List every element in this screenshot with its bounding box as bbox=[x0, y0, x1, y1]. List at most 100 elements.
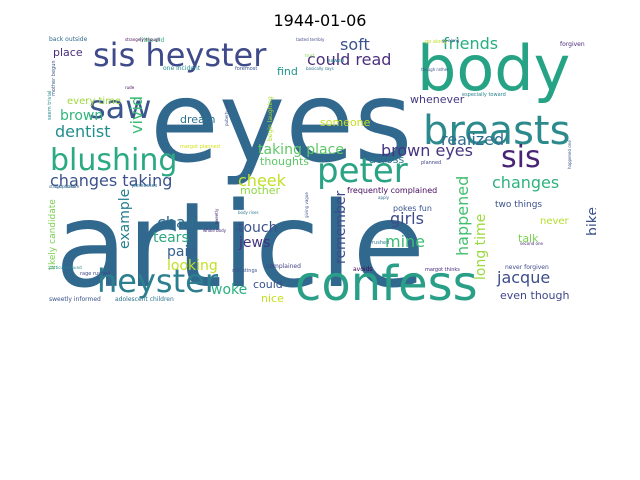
cloud-word: adolescent children bbox=[115, 296, 174, 303]
cloud-word: article bbox=[55, 176, 425, 305]
cloud-word: especially toward bbox=[462, 92, 506, 98]
cloud-word: brown eyes bbox=[381, 141, 473, 160]
cloud-word: tears bbox=[153, 230, 189, 246]
cloud-word: talk bbox=[518, 232, 539, 245]
cloud-word: tasted terribly bbox=[296, 37, 325, 42]
cloud-word: heyster bbox=[97, 262, 219, 300]
cloud-word: avoids bbox=[353, 266, 373, 273]
cloud-word: whole body bbox=[203, 228, 227, 233]
cloud-word: rage rushed bbox=[80, 271, 110, 277]
cloud-word: thoughts bbox=[260, 155, 309, 168]
cloud-word: bike home bbox=[55, 184, 76, 189]
cloud-word: back outside bbox=[49, 36, 88, 43]
cloud-word: never bbox=[540, 216, 570, 227]
cloud-word: dentist bbox=[55, 122, 110, 141]
cloud-word: trust bbox=[305, 53, 315, 58]
cloud-word: nice bbox=[261, 292, 284, 305]
figure-title: 1944-01-06 bbox=[273, 11, 367, 30]
cloud-word: though rather bbox=[421, 67, 449, 72]
cloud-word: basically says bbox=[306, 66, 334, 71]
cloud-word: complained bbox=[266, 263, 301, 270]
cloud-word: frequently complained bbox=[347, 186, 437, 195]
cloud-word: possesses bbox=[132, 183, 158, 189]
cloud-word: stings pleasure bbox=[49, 184, 80, 189]
cloud-word: mine bbox=[385, 232, 425, 251]
cloud-word: dream bbox=[180, 113, 216, 126]
cloud-word: chair bbox=[157, 213, 197, 232]
cloud-word: confess bbox=[295, 256, 478, 305]
cloud-word: still bbox=[235, 227, 242, 232]
cloud-word: sweetly bbox=[214, 208, 219, 224]
cloud-word: jews bbox=[238, 235, 270, 251]
cloud-word: every time bbox=[67, 96, 121, 107]
cloud-word: someone bbox=[320, 116, 371, 129]
cloud-word: example bbox=[117, 189, 133, 249]
cloud-word: go along bbox=[425, 39, 447, 45]
cloud-word: could bbox=[253, 278, 283, 291]
cloud-word: saw bbox=[89, 88, 151, 126]
cloud-word: rushed bbox=[372, 240, 389, 246]
cloud-word: happened one bbox=[567, 140, 572, 169]
cloud-word: even though bbox=[500, 289, 569, 302]
cloud-word: place bbox=[53, 46, 83, 59]
cloud-word: sawed bbox=[328, 58, 344, 64]
cloud-word: two things bbox=[495, 200, 542, 210]
cloud-word: never forgiven bbox=[505, 264, 549, 271]
cloud-word: friends bbox=[443, 36, 498, 53]
cloud-word: long time bbox=[473, 214, 489, 280]
cloud-word: find bbox=[277, 65, 298, 78]
cloud-word: jacque bbox=[496, 268, 550, 287]
cloud-word: margot thinks bbox=[425, 267, 460, 273]
cloud-word: peter bbox=[317, 151, 408, 191]
cloud-word: sis bbox=[501, 140, 541, 175]
cloud-word: cheek bbox=[238, 171, 287, 190]
cloud-word: realized bbox=[441, 130, 504, 149]
cloud-word: foremost bbox=[235, 66, 257, 72]
cloud-word: likely candidate bbox=[48, 199, 58, 270]
cloud-word: forgiven bbox=[560, 41, 585, 48]
cloud-word: rude bbox=[125, 85, 135, 90]
cloud-word: particular sound bbox=[49, 265, 82, 270]
cloud-word: margot planned bbox=[180, 144, 220, 150]
cloud-word: girls bbox=[390, 209, 424, 228]
cloud-word: apply bbox=[378, 195, 390, 200]
cloud-word: pokes fun bbox=[393, 204, 432, 213]
cloud-word: mother bbox=[240, 184, 280, 197]
cloud-word: across bbox=[369, 153, 405, 166]
cloud-word: sweetly informed bbox=[49, 296, 101, 303]
cloud-word: pain bbox=[167, 244, 197, 260]
cloud-word: whenever bbox=[410, 93, 465, 106]
cloud-word: blushing bbox=[50, 143, 177, 178]
cloud-word: bike bbox=[585, 207, 596, 236]
cloud-word: touch bbox=[238, 220, 278, 236]
cloud-word: remember bbox=[333, 191, 349, 264]
cloud-word: taking place bbox=[258, 142, 344, 158]
cloud-word: seem trivial bbox=[47, 91, 53, 120]
cloud-word: sis heyster bbox=[93, 36, 267, 74]
cloud-word: body rises bbox=[238, 210, 259, 215]
cloud-word: mother begun bbox=[51, 60, 57, 96]
cloud-word: still stings bbox=[232, 268, 258, 274]
cloud-word: go along bbox=[442, 38, 460, 43]
word-cloud: article eyes body confess breasts sis heyster… bbox=[45, 36, 596, 305]
cloud-word: woke bbox=[211, 282, 247, 298]
cloud-word: breasts bbox=[423, 108, 570, 154]
cloud-word: strangely enough bbox=[125, 37, 161, 42]
cloud-word: begin laughing bbox=[267, 96, 274, 141]
cloud-word: eyes bbox=[150, 58, 412, 188]
cloud-word: planned bbox=[421, 160, 441, 166]
cloud-word: looking bbox=[167, 258, 218, 274]
cloud-word: brown bbox=[60, 108, 103, 124]
cloud-word: puberty girls bbox=[224, 101, 229, 126]
cloud-word: changes taking bbox=[50, 171, 172, 190]
cloud-word: happened bbox=[453, 176, 472, 256]
cloud-word: giving vague bbox=[304, 192, 309, 218]
cloud-word: second one bbox=[520, 241, 544, 246]
cloud-word: little old bbox=[140, 37, 165, 44]
cloud-word: body bbox=[417, 36, 570, 105]
cloud-word: vivid bbox=[127, 96, 146, 134]
cloud-word: changes bbox=[492, 173, 559, 192]
cloud-word: one incident bbox=[163, 65, 201, 72]
cloud-word: soft bbox=[340, 36, 370, 54]
